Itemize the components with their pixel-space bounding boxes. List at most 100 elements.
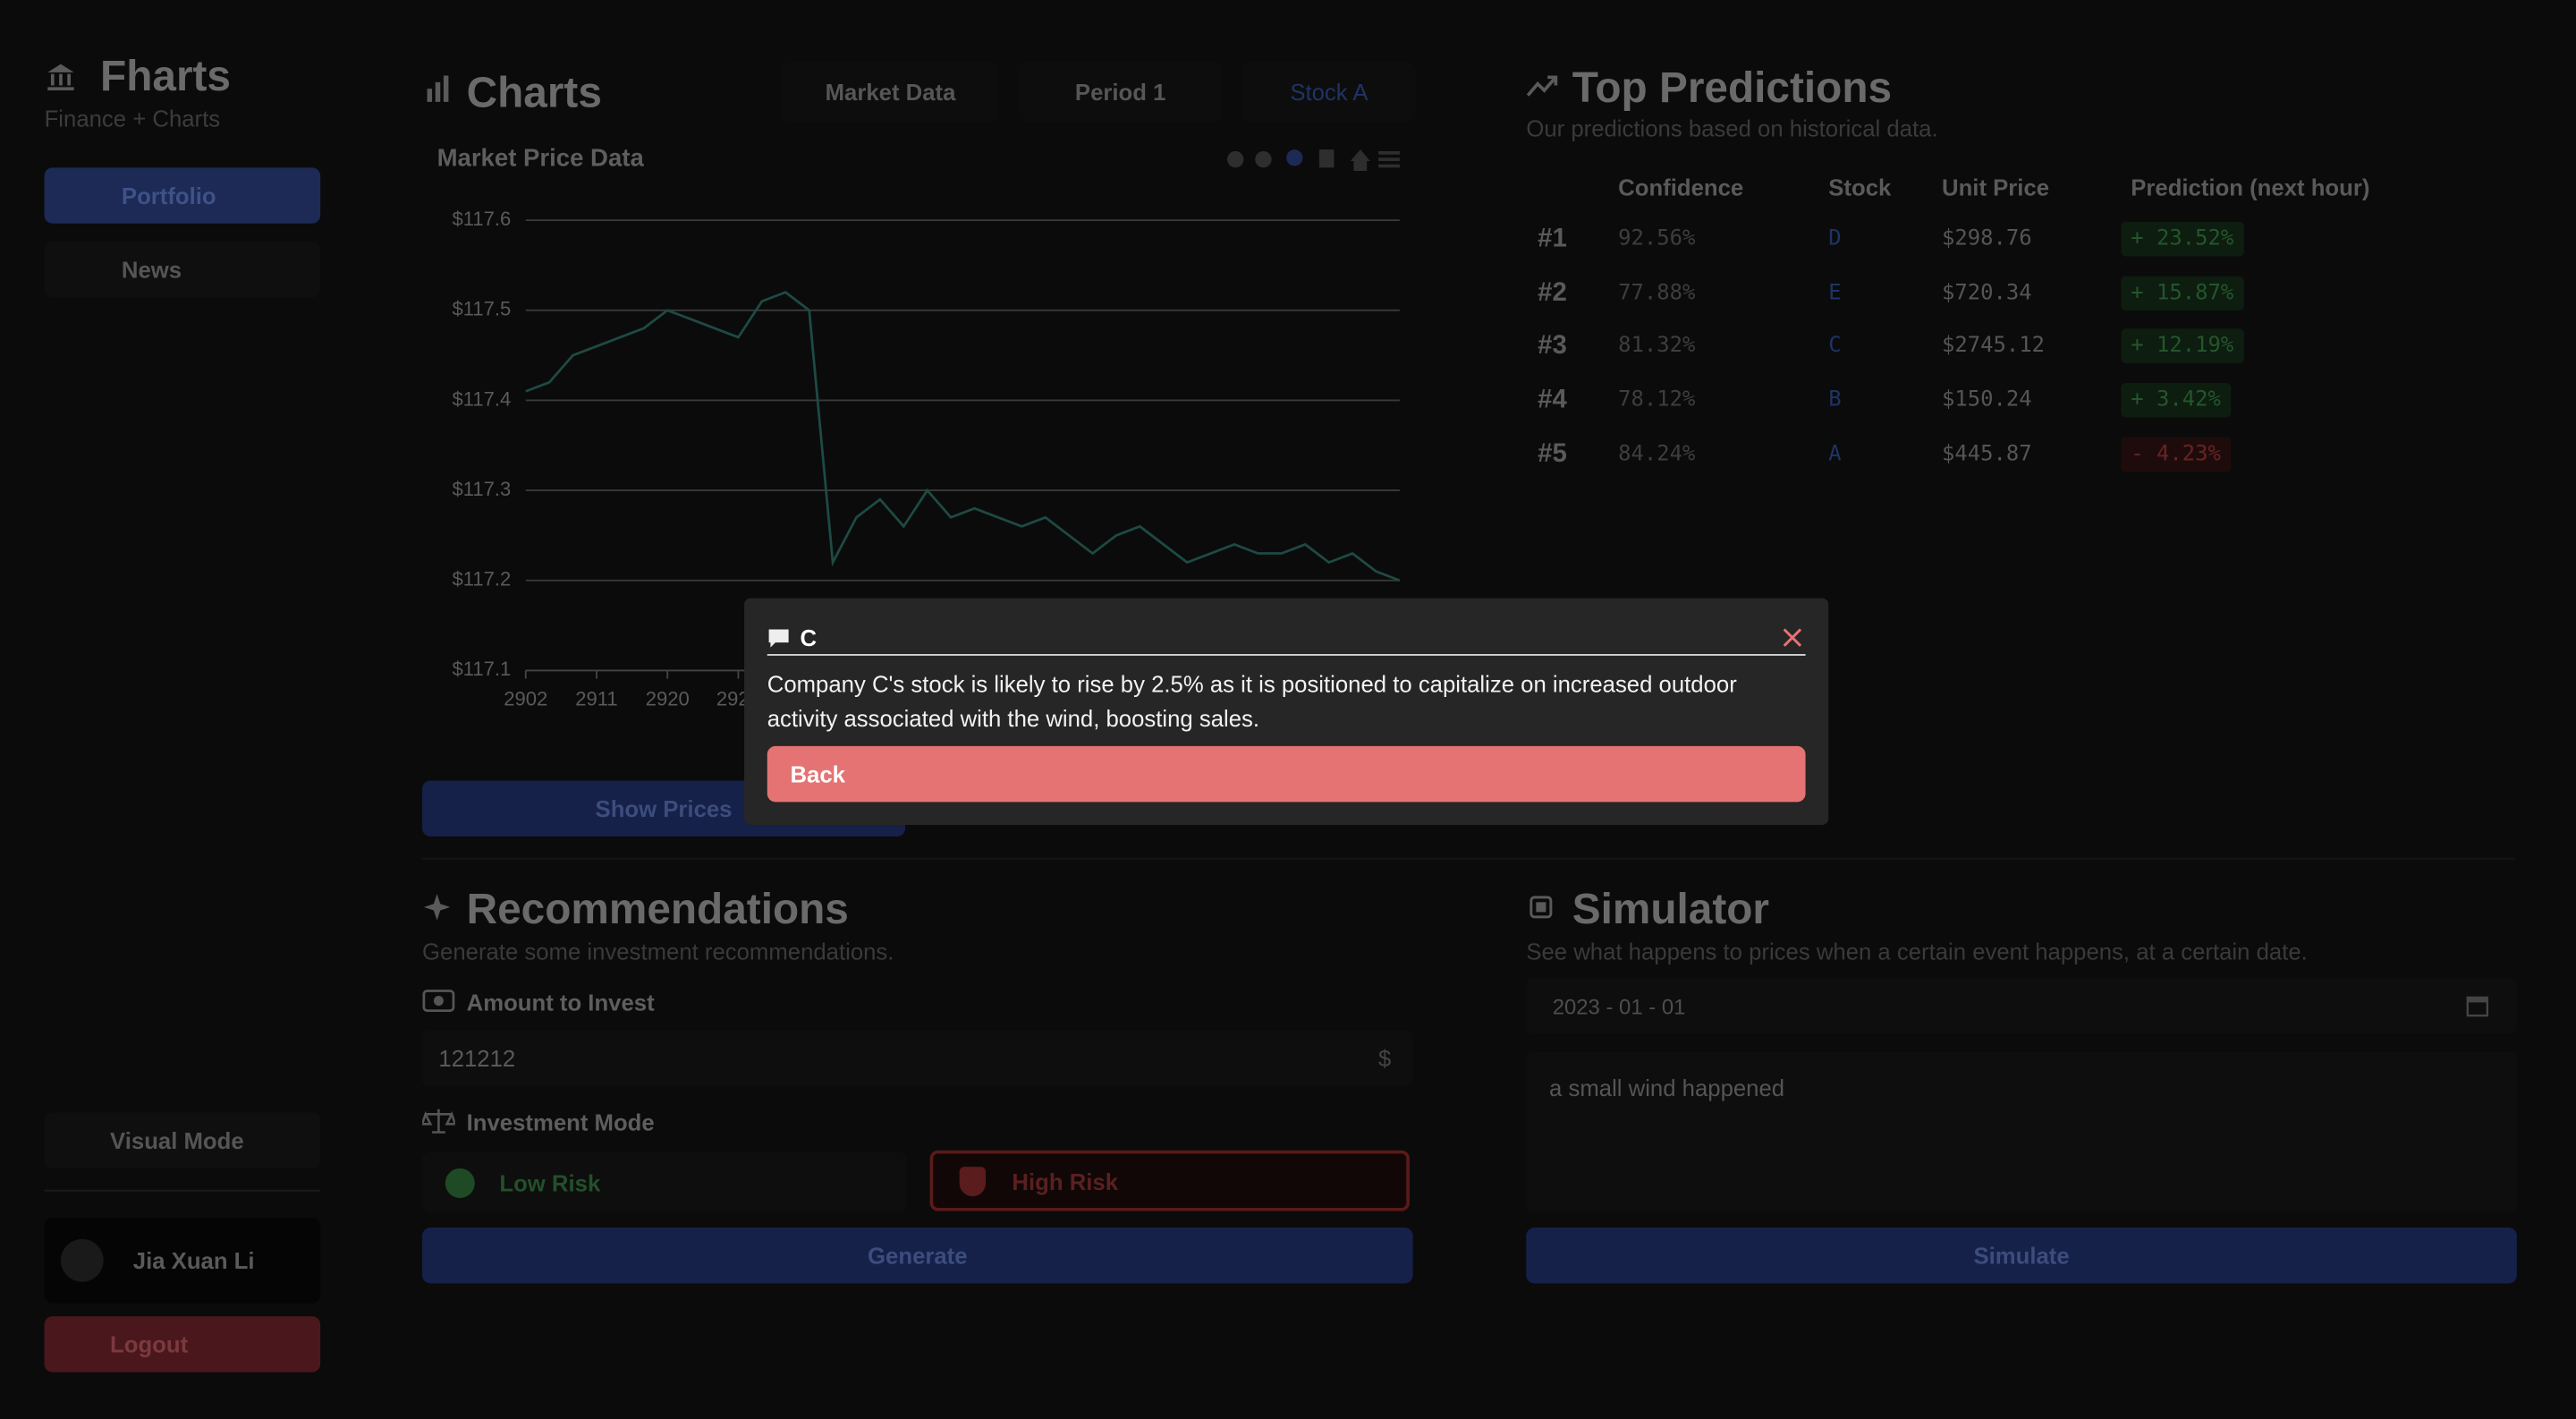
user-name: Jia Xuan Li [132, 1247, 255, 1274]
table-header: Unit Price [1942, 174, 2050, 201]
price-line [525, 291, 1401, 582]
unit-price: $298.76 [1942, 226, 2032, 252]
mode-label: High Risk [1012, 1168, 1119, 1194]
trend-icon [1526, 75, 1558, 97]
table-header: Prediction (next hour) [2131, 174, 2370, 201]
chart-title: Market Price Data [437, 143, 645, 171]
mode-label: Low Risk [499, 1168, 601, 1196]
cash-icon [422, 990, 455, 1012]
chat-icon [768, 629, 789, 648]
section-title: Top Predictions [1572, 62, 1893, 112]
divider [422, 857, 2516, 860]
chart-icon [427, 75, 449, 102]
select[interactable]: Market Data [782, 62, 999, 122]
nav-news[interactable]: News [44, 242, 321, 298]
price-chart: Market Price Data $117.1 $117.2 $117.3 $117… [437, 143, 1401, 710]
high-risk-icon [959, 1166, 987, 1196]
chart-toolbar [1227, 149, 1400, 172]
stock: C [1828, 334, 1842, 360]
confidence: 78.12% [1618, 387, 1696, 413]
simulate-label: Simulate [1973, 1242, 2070, 1269]
y-tick-label: $117.5 [452, 298, 511, 320]
rank: #3 [1538, 332, 1567, 361]
visual-mode[interactable]: Visual Mode [44, 1112, 321, 1168]
prediction: + 15.87% [2121, 275, 2244, 310]
y-tick-label: $117.4 [452, 387, 511, 410]
y-tick-label: $117.2 [452, 568, 511, 591]
visual-mode-label: Visual Mode [110, 1127, 244, 1154]
rank: #5 [1538, 439, 1567, 469]
prediction: - 4.23% [2121, 437, 2231, 472]
date-value: 2023 - 01 - 01 [1552, 994, 1686, 1019]
low-risk-icon [445, 1168, 475, 1198]
field-label: Investment Mode [466, 1109, 655, 1136]
stock: E [1828, 280, 1842, 306]
rank: #1 [1538, 225, 1567, 253]
table-header: Confidence [1618, 174, 1744, 201]
rank: #2 [1538, 278, 1567, 307]
logout[interactable]: Logout [44, 1316, 321, 1372]
select-label: Market Data [825, 79, 956, 106]
tagline: Finance + Charts [44, 105, 221, 132]
modal: C Company C's stock is likely to rise by… [744, 598, 1829, 826]
generate[interactable]: Generate [422, 1228, 1413, 1284]
unit-price: $2745.12 [1942, 334, 2046, 360]
section-title: Recommendations [466, 884, 849, 934]
nav-portfolio[interactable]: Portfolio [44, 167, 321, 224]
avatar [60, 1238, 104, 1282]
event-text: a small wind happened [1549, 1075, 1785, 1101]
confidence: 92.56% [1618, 226, 1696, 252]
x-tick-label: 2920 [646, 687, 690, 710]
user[interactable]: Jia Xuan Li [44, 1218, 321, 1304]
logout-label: Logout [110, 1330, 189, 1358]
simulate[interactable]: Simulate [1526, 1228, 2517, 1284]
field-label: Amount to Invest [466, 989, 655, 1016]
y-tick-label: $117.1 [452, 658, 511, 680]
stock: A [1828, 441, 1842, 467]
prediction: + 23.52% [2121, 221, 2244, 257]
high-risk[interactable]: High Risk [929, 1150, 1410, 1211]
stock: D [1828, 226, 1842, 252]
close[interactable] [1783, 628, 1802, 648]
divider [44, 1189, 321, 1192]
modal-divider [767, 654, 1806, 656]
event-textarea[interactable]: a small wind happened [1526, 1051, 2517, 1213]
back-label: Back [790, 760, 845, 787]
x-tick-label: 2902 [504, 687, 547, 710]
currency: $ [1378, 1045, 1392, 1072]
amount-input[interactable]: 121212 $ [422, 1030, 1413, 1087]
confidence: 77.88% [1618, 280, 1696, 306]
brand: Fharts [100, 50, 232, 101]
x-tick-label: 2911 [575, 687, 617, 710]
generate-label: Generate [868, 1242, 968, 1269]
section-title: Simulator [1572, 884, 1770, 934]
y-tick-label: $117.6 [452, 208, 511, 230]
table-header: Stock [1828, 174, 1892, 201]
low-risk[interactable]: Low Risk [422, 1151, 907, 1213]
section-subtitle: Generate some investment recommendations… [422, 938, 894, 965]
back-button[interactable]: Back [767, 745, 1806, 803]
section-subtitle: See what happens to prices when a certai… [1526, 938, 2308, 965]
modal-title: C [800, 624, 818, 651]
y-tick-label: $117.3 [452, 478, 511, 500]
select[interactable]: Stock A [1241, 62, 1417, 122]
unit-price: $150.24 [1942, 387, 2032, 413]
nav-label: Portfolio [121, 182, 216, 209]
unit-price: $445.87 [1942, 441, 2032, 467]
scale-icon [422, 1109, 455, 1134]
select-label: Stock A [1290, 79, 1368, 106]
sparkle-icon [423, 894, 451, 921]
bank-icon [47, 64, 74, 91]
unit-price: $720.34 [1942, 280, 2032, 306]
date-input[interactable]: 2023 - 01 - 01 [1526, 977, 2517, 1034]
calendar-icon [2466, 996, 2489, 1017]
stock: B [1828, 387, 1842, 413]
modal-body: Company C's stock is likely to rise by 2… [767, 670, 1737, 732]
prediction: + 12.19% [2121, 329, 2244, 364]
select[interactable]: Period 1 [1018, 62, 1223, 122]
section-subtitle: Our predictions based on historical data… [1526, 115, 1938, 141]
nav-label: News [121, 256, 182, 283]
confidence: 81.32% [1618, 334, 1696, 360]
select-label: Period 1 [1074, 79, 1166, 106]
show-prices-label: Show Prices [595, 794, 733, 822]
